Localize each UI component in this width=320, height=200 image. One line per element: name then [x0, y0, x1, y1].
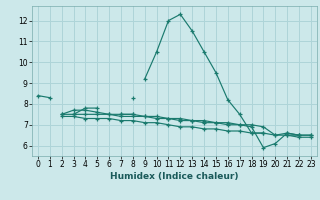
X-axis label: Humidex (Indice chaleur): Humidex (Indice chaleur) [110, 172, 239, 181]
